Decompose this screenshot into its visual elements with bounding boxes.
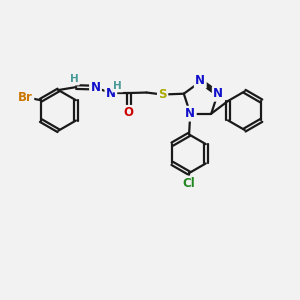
Text: N: N	[106, 86, 116, 100]
Text: Br: Br	[18, 91, 33, 104]
Text: S: S	[158, 88, 167, 101]
Text: H: H	[70, 74, 79, 84]
Text: Cl: Cl	[183, 177, 195, 190]
Text: H: H	[113, 81, 122, 91]
Text: N: N	[91, 81, 100, 94]
Text: N: N	[213, 87, 223, 100]
Text: O: O	[124, 106, 134, 119]
Text: N: N	[185, 107, 195, 120]
Text: N: N	[195, 74, 205, 87]
